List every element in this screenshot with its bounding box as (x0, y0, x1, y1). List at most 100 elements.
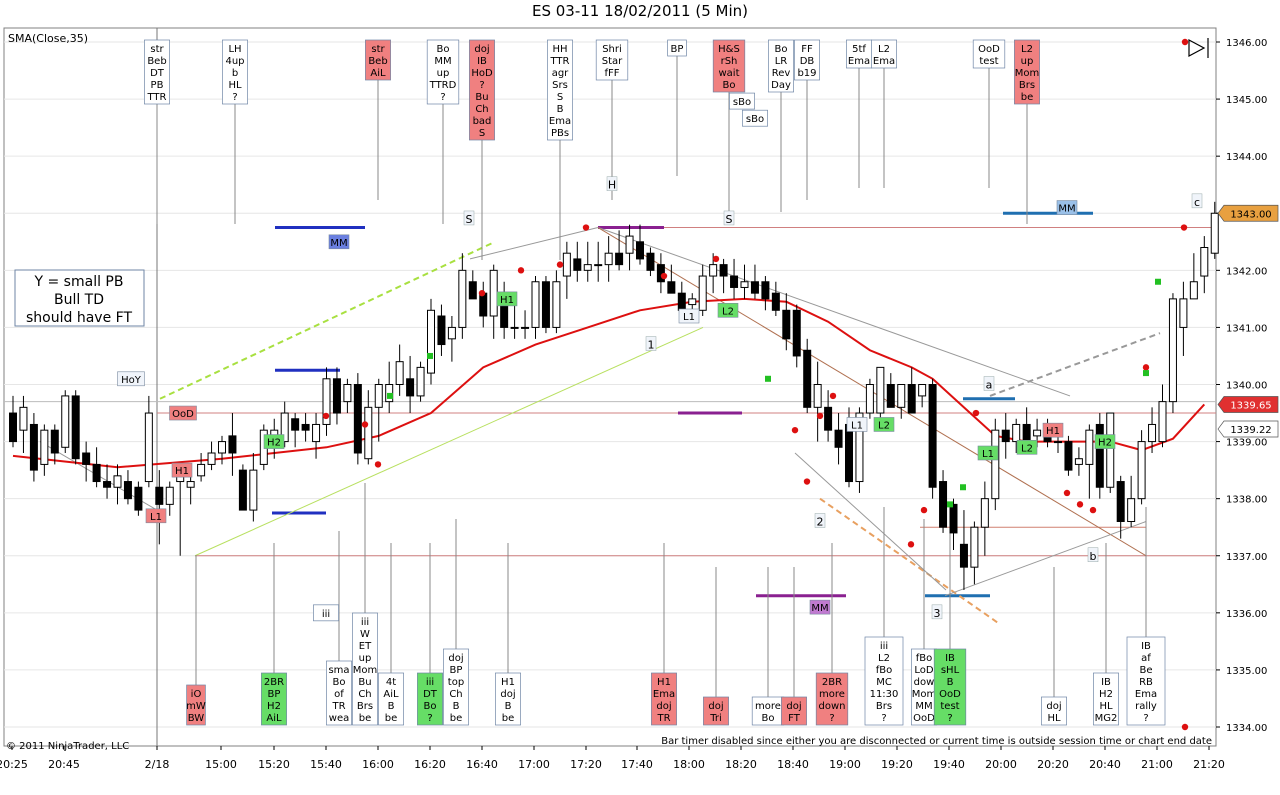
bar-label-line: Rev (772, 68, 791, 79)
candle-bear (667, 281, 676, 294)
candle-bear (771, 292, 780, 311)
candle-bull (510, 326, 519, 329)
x-tick-label: 20:40 (1089, 758, 1121, 771)
candle-bear (761, 281, 770, 300)
bar-label-box (495, 672, 521, 726)
bar-label-line: rally (1135, 701, 1157, 712)
bar-label-box (846, 39, 872, 69)
bar-label-line: H1 (657, 677, 671, 688)
price-marker (1217, 420, 1279, 438)
signal-dot-red (1181, 723, 1189, 731)
bar-label-box (1041, 696, 1067, 726)
signal-dot-red (1180, 224, 1188, 231)
bar-label-line: ? (881, 713, 886, 724)
trend-line (194, 326, 704, 557)
candle-bull (322, 378, 331, 425)
bar-label-line: B (557, 104, 564, 115)
candle-bull (395, 361, 404, 385)
candle-bear (437, 315, 446, 346)
bar-label-line: be (450, 713, 463, 724)
candle-bear (939, 481, 948, 528)
candle-bear (782, 309, 791, 340)
bar-label-line: be (359, 713, 372, 724)
candle-bear (82, 452, 91, 465)
bar-label-box (742, 109, 768, 127)
bar-label-line: be (385, 713, 398, 724)
x-axis: 20:25 20:45 2/18 15:00 15:20 15:40 16:00 16:20 1… (0, 746, 1225, 771)
bar-label-text: iii (322, 609, 330, 620)
bar-tag (171, 462, 193, 478)
signal-dot-red (582, 224, 590, 231)
bar-label-box (972, 39, 1006, 69)
bar-label-line: b (232, 68, 238, 79)
bar-label-line: MC (876, 677, 892, 688)
candle-bull (312, 423, 321, 443)
bar-label-line: OoD (939, 689, 961, 700)
bar-label-line: iii (322, 609, 330, 620)
signal-dot-red (1076, 501, 1084, 508)
candle-bull (521, 326, 530, 329)
bar-label-line: H2 (267, 701, 281, 712)
bar-label-text: doj HL (1046, 701, 1061, 724)
x-tick-label: 17:20 (570, 758, 602, 771)
y-tick-label: 1346.00 (1226, 38, 1267, 49)
bar-tag (145, 508, 167, 524)
candle-bull (562, 252, 571, 277)
bar-label-line: iO (191, 689, 202, 700)
scroll-end-icon[interactable] (1188, 39, 1206, 57)
candle-bull (552, 281, 561, 328)
bar-tag (678, 308, 700, 324)
bar-tag (717, 302, 739, 318)
candles (9, 201, 1219, 590)
candle-bull (1074, 458, 1083, 465)
price-marker-label: 1339.22 (1230, 425, 1271, 436)
bar-label-text: Bo LR Rev Day (771, 44, 791, 91)
bar-label-text: IB af Be RB Ema rally? (1135, 641, 1157, 724)
candle-bear (719, 264, 728, 277)
bar-label-line: BP (671, 44, 684, 55)
bar-tag (117, 371, 145, 387)
bar-label-text: L2 up Mom Brs be (1015, 44, 1040, 103)
bar-label-line: doj (786, 701, 801, 712)
bar-label-box (781, 696, 807, 726)
bar-label-line: iii (880, 641, 888, 652)
bar-label-line: Ch (358, 689, 371, 700)
signal-dot-red (1089, 506, 1097, 514)
bar-label-box (595, 39, 629, 81)
bar-label-line: PBs (551, 128, 569, 139)
y-axis: 1346.00 1345.00 1344.00 1343.00 1342.00 1341.… (1188, 38, 1279, 734)
x-tick-label: 21:00 (1141, 758, 1173, 771)
y-tick-label: 1340.00 (1226, 381, 1267, 392)
bar-label-line: DT (150, 68, 165, 79)
bar-label-line: B (388, 701, 395, 712)
annotation-text: Y = small PB Bull TD should have FT (26, 274, 132, 326)
candle-bear (1116, 481, 1125, 522)
bar-label-text: doj Tri (708, 701, 723, 724)
bar-tag (496, 291, 518, 307)
wave-letter-box (1191, 193, 1203, 209)
signal-dot-red (1063, 489, 1071, 497)
price-marker-label: 1339.65 (1230, 400, 1271, 411)
bar-label-line: LoD (914, 665, 934, 676)
bar-label-text: doj FT (786, 701, 801, 724)
bar-tag-text: H1 (1046, 426, 1060, 437)
candle-bear (468, 281, 477, 300)
candle-bull (604, 252, 613, 266)
bar-label-box (313, 604, 339, 622)
bar-label-line: BP (450, 665, 463, 676)
bar-label-line: Ch (449, 689, 462, 700)
bar-label-text: iO mW BW (186, 689, 206, 724)
candle-bull (594, 264, 603, 267)
wave-letter-box (645, 336, 657, 351)
bar-label-box (911, 648, 937, 726)
candle-bear (1022, 423, 1031, 443)
bar-label-line: 11:30 (870, 689, 899, 700)
signal-dot-green (947, 501, 953, 508)
bar-tag-text: H2 (1098, 438, 1112, 449)
bar-tag (846, 417, 868, 432)
wave-letter: 1 (648, 339, 655, 352)
candle-bull (165, 486, 174, 505)
signal-dot-red (907, 541, 915, 548)
bar-label-line: be (1021, 92, 1034, 103)
